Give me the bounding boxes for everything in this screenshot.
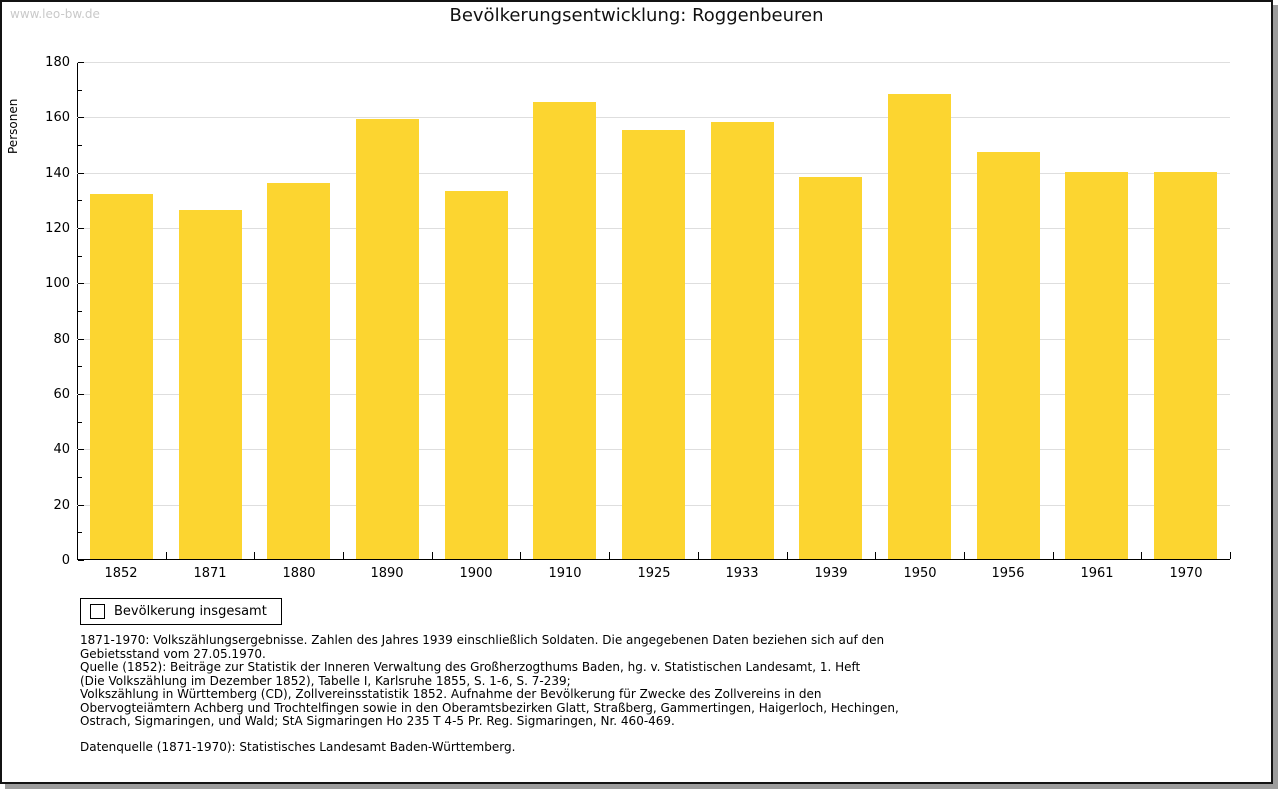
x-tick-2: [254, 552, 255, 559]
x-tick-label-1925: 1925: [637, 566, 671, 581]
y-tick-120: [78, 228, 84, 229]
bar-1970: [1154, 172, 1217, 559]
footnotes: 1871-1970: Volkszählungsergebnisse. Zahl…: [80, 633, 899, 729]
x-tick-label-1852: 1852: [104, 566, 138, 581]
x-tick-label-1950: 1950: [903, 566, 937, 581]
x-tick-label-1880: 1880: [282, 566, 316, 581]
x-tick-12: [1141, 552, 1142, 559]
y-tick-40: [78, 449, 84, 450]
footnote-line: Volkszählung in Württemberg (CD), Zollve…: [80, 687, 822, 701]
y-minor-tick-70: [78, 366, 82, 367]
x-tick-label-1956: 1956: [991, 566, 1025, 581]
bar-1900: [445, 191, 508, 559]
y-axis-label: Personen: [6, 98, 20, 154]
footnote-line: (Die Volkszählung im Dezember 1852), Tab…: [80, 673, 571, 688]
y-tick-label-60: 60: [53, 387, 70, 402]
x-tick-8: [787, 552, 788, 559]
x-tick-9: [875, 552, 876, 559]
y-minor-tick-90: [78, 311, 82, 312]
y-tick-140: [78, 173, 84, 174]
gridline-180: [77, 62, 1230, 63]
y-tick-160: [78, 117, 84, 118]
y-tick-label-0: 0: [61, 553, 70, 568]
y-tick-label-100: 100: [45, 276, 70, 291]
footnote-line: Gebietsstand vom 27.05.1970.: [80, 646, 266, 661]
bar-1880: [267, 183, 330, 559]
y-minor-tick-110: [78, 256, 82, 257]
y-tick-60: [78, 394, 84, 395]
x-axis-line: [77, 559, 1230, 560]
y-tick-label-40: 40: [53, 442, 70, 457]
y-axis-line: [77, 62, 78, 560]
bar-1961: [1065, 172, 1128, 559]
y-tick-label-20: 20: [53, 498, 70, 513]
y-tick-180: [78, 62, 84, 63]
footnote-line: Ostrach, Sigmaringen, und Wald; StA Sigm…: [80, 714, 675, 728]
x-tick-label-1890: 1890: [370, 566, 404, 581]
y-minor-tick-150: [78, 145, 82, 146]
y-minor-tick-130: [78, 200, 82, 201]
y-minor-tick-50: [78, 422, 82, 423]
x-tick-label-1970: 1970: [1169, 566, 1203, 581]
x-tick-4: [432, 552, 433, 559]
x-tick-label-1910: 1910: [548, 566, 582, 581]
y-minor-tick-170: [78, 90, 82, 91]
bar-1852: [90, 194, 153, 559]
legend: Bevölkerung insgesamt: [80, 598, 282, 625]
y-tick-20: [78, 505, 84, 506]
bar-1871: [179, 210, 242, 559]
bar-1939: [799, 177, 862, 559]
bar-1890: [356, 119, 419, 559]
x-tick-11: [1053, 552, 1054, 559]
y-tick-label-140: 140: [45, 166, 70, 181]
gridline-160: [77, 117, 1230, 118]
x-tick-6: [609, 552, 610, 559]
y-minor-tick-10: [78, 532, 82, 533]
footnote-line: Quelle (1852): Beiträge zur Statistik de…: [80, 660, 861, 674]
x-tick-label-1933: 1933: [725, 566, 759, 581]
x-tick-10: [964, 552, 965, 559]
footnote-line: 1871-1970: Volkszählungsergebnisse. Zahl…: [80, 633, 885, 647]
x-tick-5: [520, 552, 521, 559]
x-tick-1: [166, 552, 167, 559]
bar-1950: [888, 94, 951, 559]
bar-1925: [622, 130, 685, 559]
x-tick-label-1939: 1939: [814, 566, 848, 581]
datasource-note: Datenquelle (1871-1970): Statistisches L…: [80, 740, 516, 754]
footnote-line: Obervogteiämtern Achberg und Trochtelfin…: [80, 700, 899, 715]
x-tick-7: [698, 552, 699, 559]
bar-1956: [977, 152, 1040, 559]
y-tick-label-80: 80: [53, 332, 70, 347]
watermark: www.leo-bw.de: [10, 7, 100, 21]
x-tick-label-1900: 1900: [459, 566, 493, 581]
y-tick-0: [78, 560, 84, 561]
legend-label: Bevölkerung insgesamt: [114, 604, 267, 619]
x-tick-label-1871: 1871: [193, 566, 227, 581]
y-tick-label-160: 160: [45, 110, 70, 125]
y-tick-80: [78, 339, 84, 340]
bar-1933: [711, 122, 774, 559]
y-tick-label-180: 180: [45, 55, 70, 70]
x-tick-3: [343, 552, 344, 559]
plot-area: 0 20 40 60 80 100 120 140 160 180 1852 1871 1880 1890…: [45, 56, 1231, 581]
y-tick-label-120: 120: [45, 221, 70, 236]
legend-swatch-icon: [90, 604, 105, 619]
x-tick-13: [1230, 552, 1231, 559]
y-minor-tick-30: [78, 477, 82, 478]
y-tick-100: [78, 283, 84, 284]
chart-title: Bevölkerungsentwicklung: Roggenbeuren: [449, 5, 824, 26]
x-tick-label-1961: 1961: [1080, 566, 1114, 581]
bar-1910: [533, 102, 596, 559]
